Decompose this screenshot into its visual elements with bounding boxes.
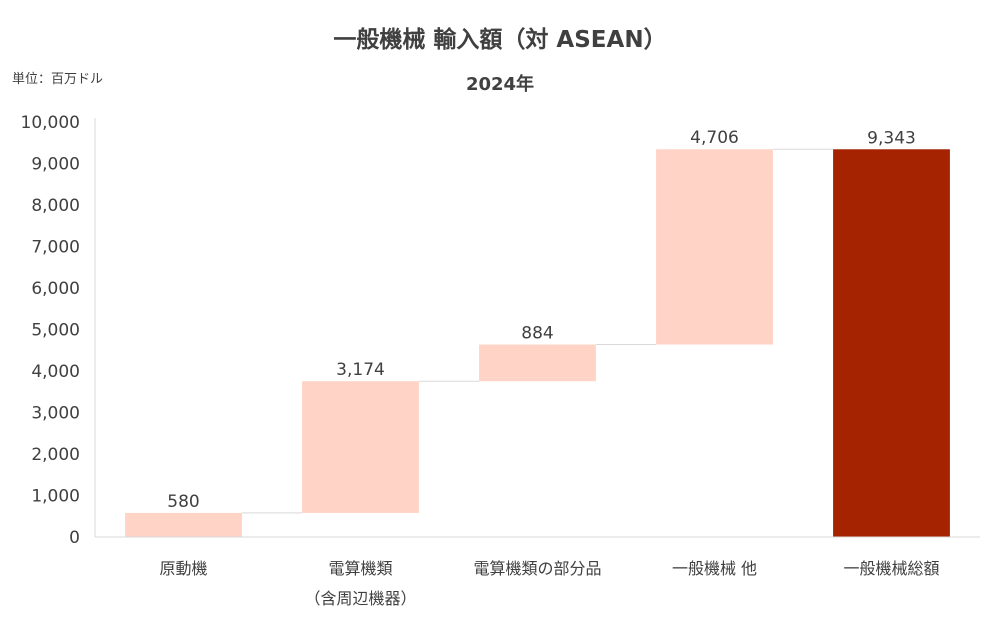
increment-bar bbox=[479, 344, 596, 382]
x-category-label: 一般機械総額 bbox=[843, 559, 939, 578]
y-tick-label: 4,000 bbox=[31, 362, 80, 382]
data-label: 884 bbox=[521, 324, 553, 344]
chart-subtitle: 2024年 bbox=[465, 74, 535, 95]
bars bbox=[125, 149, 950, 537]
y-tick-label: 8,000 bbox=[31, 196, 80, 216]
y-tick-label: 1,000 bbox=[31, 487, 80, 507]
y-tick-label: 9,000 bbox=[31, 155, 80, 175]
chart-title: 一般機械 輸入額（対 ASEAN） bbox=[333, 27, 667, 53]
y-axis: 0 1,000 2,000 3,000 4,000 5,000 6,000 7,000 8,00… bbox=[21, 113, 96, 548]
increment-bar bbox=[125, 512, 242, 537]
data-labels: 580 3,174 884 4,706 9,343 bbox=[167, 128, 916, 512]
y-tick-label: 2,000 bbox=[31, 445, 80, 465]
total-bar bbox=[833, 149, 950, 537]
increment-bar bbox=[656, 149, 773, 345]
x-axis: 原動機 電算機類 （含周辺機器） 電算機類の部分品 一般機械 他 一般機械総額 bbox=[95, 536, 980, 608]
data-label: 9,343 bbox=[867, 128, 916, 148]
unit-label: 単位：百万ドル bbox=[12, 72, 104, 87]
y-tick-label: 7,000 bbox=[31, 238, 80, 258]
increment-bar bbox=[302, 381, 419, 513]
y-tick-label: 0 bbox=[69, 528, 80, 548]
data-label: 580 bbox=[167, 492, 199, 512]
data-label: 3,174 bbox=[336, 360, 385, 380]
data-label: 4,706 bbox=[690, 128, 739, 148]
y-tick-label: 5,000 bbox=[31, 321, 80, 341]
y-tick-label: 3,000 bbox=[31, 404, 80, 424]
x-category-label: （含周辺機器） bbox=[304, 589, 416, 608]
y-tick-label: 10,000 bbox=[21, 113, 80, 133]
connector-lines bbox=[241, 148, 834, 514]
x-category-label: 電算機類 bbox=[328, 559, 392, 578]
y-tick-label: 6,000 bbox=[31, 279, 80, 299]
x-category-label: 原動機 bbox=[159, 559, 207, 578]
x-category-label: 一般機械 他 bbox=[672, 559, 757, 578]
x-category-label: 電算機類の部分品 bbox=[473, 559, 601, 578]
